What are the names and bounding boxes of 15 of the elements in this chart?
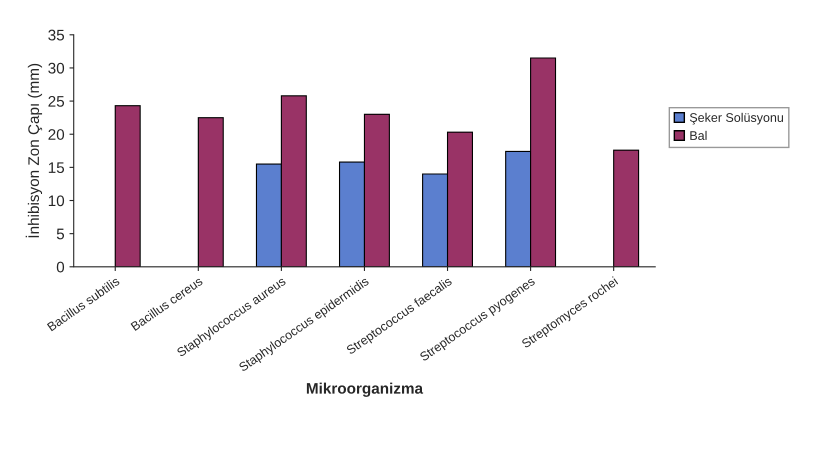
x-axis-title: Mikroorganizma [306,382,424,397]
legend-label: Şeker Solüsyonu [690,112,783,124]
bar [613,150,640,267]
bar [198,117,224,267]
legend-label: Bal [690,130,707,140]
y-axis-title: İnhibisyon Zon Çapı (mm) [26,64,42,238]
y-tick-label: 15 [48,162,64,174]
y-tick-label: 0 [56,262,64,272]
bar [114,105,141,267]
y-tick-label: 35 [48,30,64,40]
y-tick-label: 20 [48,129,64,140]
y-tick-label: 25 [48,96,64,107]
y-tick-label: 30 [48,62,64,74]
y-tick-label: 10 [48,195,64,206]
y-tick-label: 5 [56,228,64,240]
